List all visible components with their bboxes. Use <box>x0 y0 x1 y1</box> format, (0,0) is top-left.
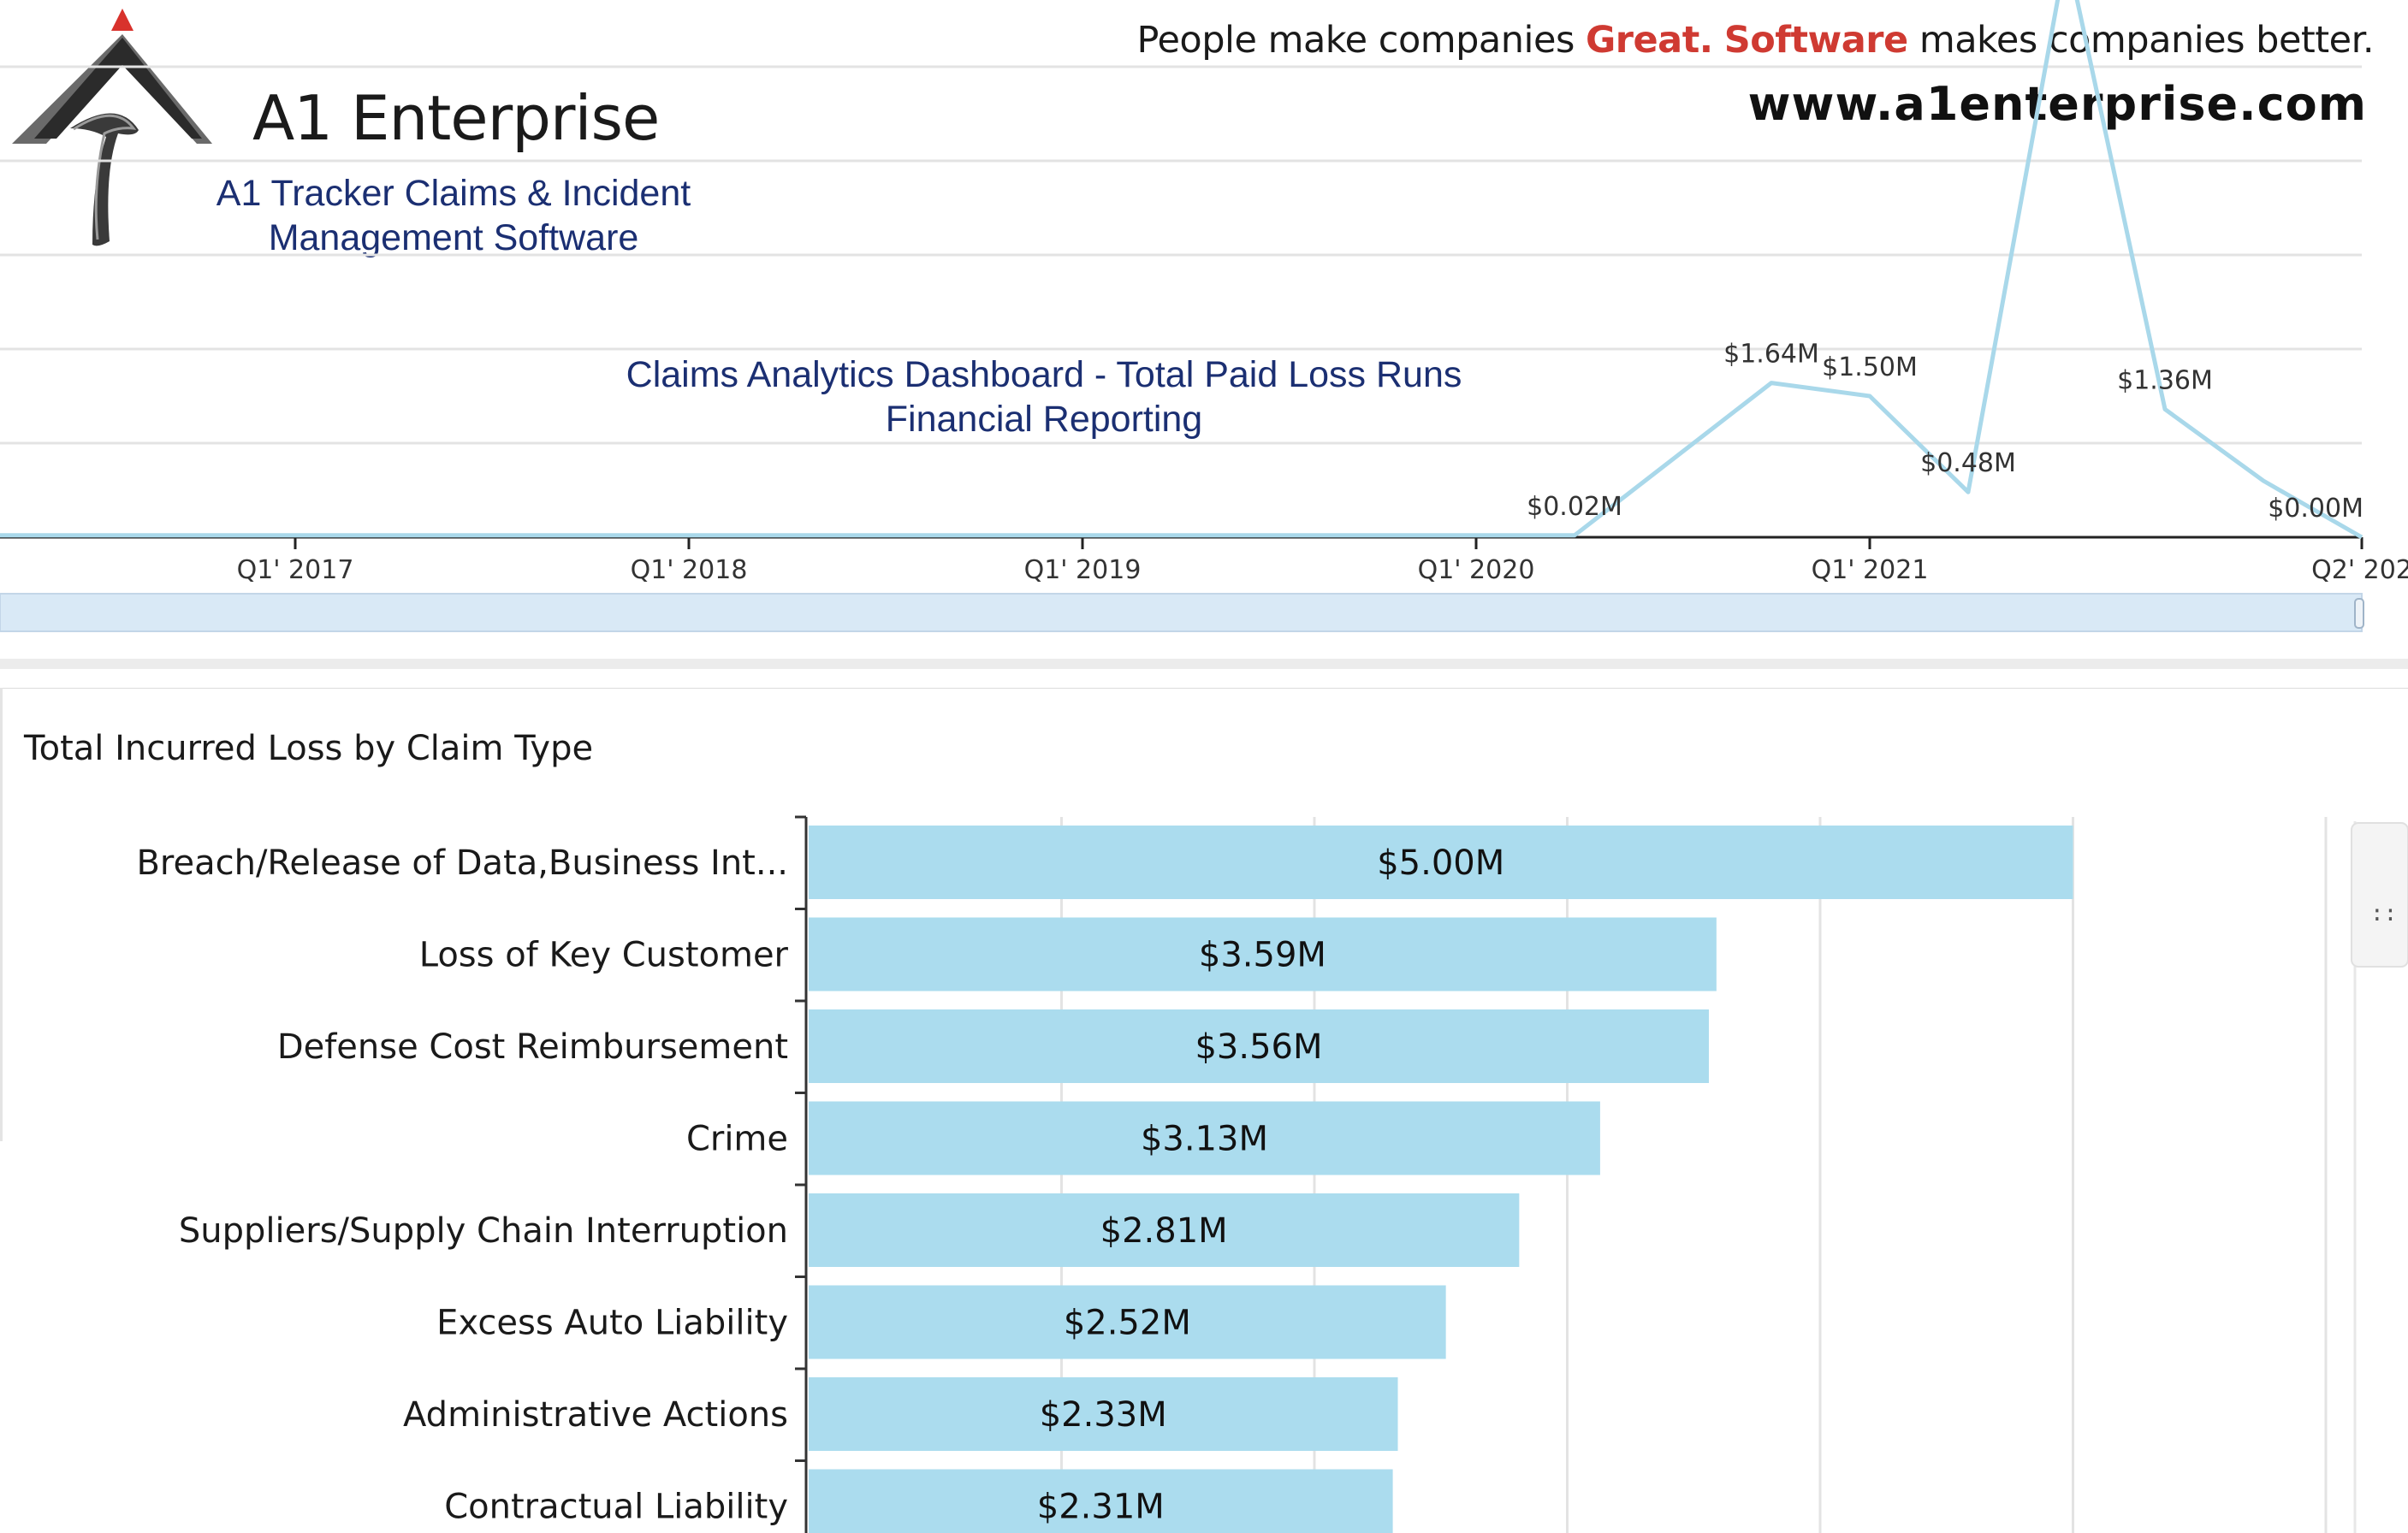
company-logo-icon <box>12 9 212 246</box>
tagline-text-start: People make companies <box>1136 19 1587 62</box>
bar-panel-left-border <box>0 688 3 1141</box>
line-chart-data-label: $1.64M <box>1723 340 1819 370</box>
bar-chart-category-label: Crime <box>686 1120 788 1159</box>
bar-chart-bar <box>809 826 2073 899</box>
bar-chart-category-label: Breach/Release of Data,Business Int... <box>136 843 788 883</box>
bar-chart-scrollbar-thumb <box>2351 822 2408 968</box>
tagline-software: Software <box>1723 19 1908 62</box>
bar-chart-category-label: Excess Auto Liability <box>436 1304 788 1343</box>
bar-chart-value-label: $3.13M <box>1141 1120 1268 1159</box>
bar-chart-value-label: $3.59M <box>1199 936 1326 975</box>
bar-chart-bar <box>809 1377 1398 1451</box>
tagline-text-end: makes companies better. <box>1907 19 2375 62</box>
bar-chart-title: Total Incurred Loss by Claim Type <box>24 729 594 768</box>
bar-chart-bar <box>809 1009 1709 1083</box>
bar-chart-category-label: Loss of Key Customer <box>419 936 789 975</box>
paid-loss-line-chart: Q1' 2017 Q1' 2018 Q1' 2019 Q1' 2020 Q1' 2021… <box>0 0 2408 632</box>
product-subtitle-line1: A1 Tracker Claims & Incident <box>216 173 691 214</box>
bar-chart-value-label: $2.81M <box>1100 1211 1228 1251</box>
dashboard-title-line2: Financial Reporting <box>885 399 1203 440</box>
line-chart-x-tick-label: Q2' 202 <box>2311 555 2408 585</box>
line-chart-data-label: $0.00M <box>2268 494 2364 524</box>
bar-chart-bar <box>809 917 1717 991</box>
line-chart-x-tick-label: Q1' 2019 <box>1024 555 1142 585</box>
bar-chart-bar <box>809 1101 1600 1175</box>
bar-chart-category-label: Suppliers/Supply Chain Interruption <box>179 1211 788 1251</box>
bar-chart-value-label: $2.52M <box>1064 1304 1191 1343</box>
bar-chart-value-label: $2.33M <box>1040 1395 1167 1435</box>
line-chart-x-tick-label: Q1' 2017 <box>237 555 354 585</box>
scroll-grip-icon: :: <box>2370 901 2397 926</box>
bar-chart-category-label: Defense Cost Reimbursement <box>277 1027 788 1067</box>
bar-chart-value-label: $5.00M <box>1377 843 1504 883</box>
bar-chart-bar <box>809 1285 1446 1359</box>
line-chart-x-tick-label: Q1' 2020 <box>1418 555 1535 585</box>
line-chart-x-tick-label: Q1' 2021 <box>1812 555 1929 585</box>
line-chart-data-label: $0.02M <box>1527 492 1622 522</box>
section-divider <box>0 659 2408 669</box>
product-subtitle-line2: Management Software <box>268 217 639 258</box>
bar-chart-category-label: Administrative Actions <box>403 1395 788 1435</box>
bar-chart-bar <box>809 1193 1520 1267</box>
website-link[interactable]: www.a1enterprise.com <box>1747 77 2367 131</box>
time-range-slider-handle <box>2354 598 2364 629</box>
line-chart-data-label: $1.36M <box>2117 365 2213 395</box>
line-chart-x-tick-label: Q1' 2018 <box>631 555 748 585</box>
product-subtitle: A1 Tracker Claims & Incident Management … <box>197 171 710 260</box>
tagline-great: Great. <box>1586 19 1713 62</box>
line-chart-data-label: $0.48M <box>1920 448 2016 478</box>
bar-chart-value-label: $2.31M <box>1037 1488 1165 1527</box>
dashboard-title-line1: Claims Analytics Dashboard - Total Paid … <box>626 354 1462 395</box>
company-tagline: People make companies Great. Software ma… <box>1136 19 2375 62</box>
line-chart-data-label: $1.50M <box>1822 352 1918 382</box>
dashboard-title: Claims Analytics Dashboard - Total Paid … <box>531 352 1557 441</box>
bar-panel-border <box>0 688 2408 689</box>
brand-name: A1 Enterprise <box>252 82 660 154</box>
bar-chart-value-label: $3.56M <box>1195 1027 1322 1067</box>
bar-chart-category-label: Contractual Liability <box>444 1488 788 1527</box>
bar-chart-bar <box>809 1469 1393 1533</box>
line-chart-series-line <box>0 0 2364 540</box>
